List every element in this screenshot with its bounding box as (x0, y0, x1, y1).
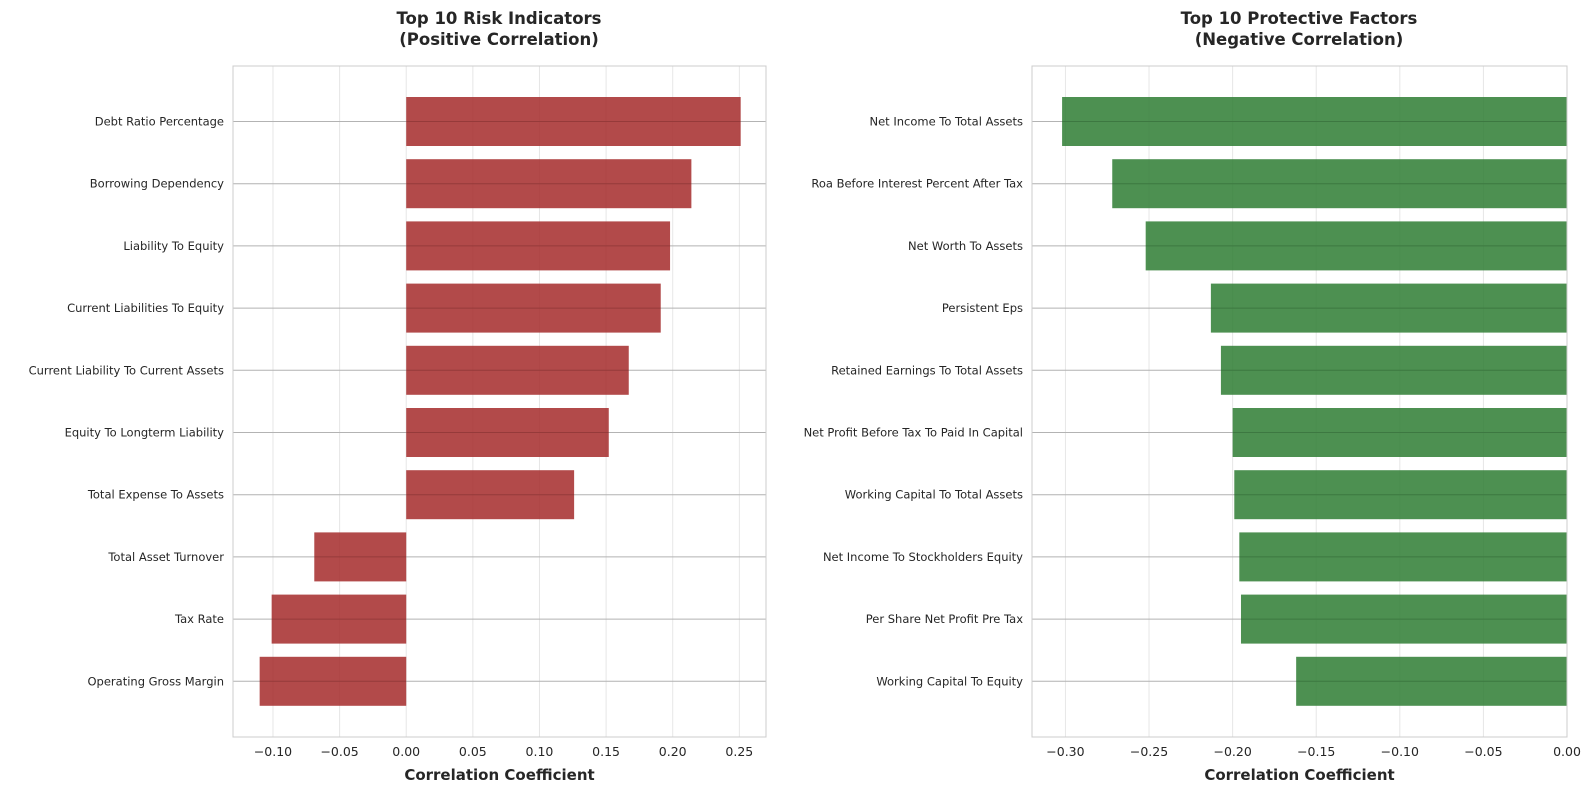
category-label: Current Liability To Current Assets (29, 363, 224, 377)
category-label: Total Expense To Assets (87, 488, 224, 502)
plot-frame (232, 65, 767, 738)
bar-retained-earnings-to-total-assets (1220, 345, 1567, 395)
chart-1: Debt Ratio Percentage Borrowing Dependenc… (29, 9, 767, 784)
x-tick-label: 0.25 (725, 744, 753, 759)
x-tick-label: 0.05 (459, 744, 487, 759)
bar-total-expense-to-assets (406, 470, 575, 520)
bar-working-capital-to-total-assets (1234, 470, 1567, 520)
category-label: Persistent Eps (942, 301, 1023, 315)
bar-debt-ratio-percentage (406, 97, 741, 146)
bar-persistent-eps (1210, 283, 1567, 333)
bar-current-liability-to-current-assets (406, 345, 629, 395)
x-tick-label: 0.00 (1553, 744, 1581, 759)
bar-net-worth-to-assets (1145, 221, 1567, 271)
bar-net-profit-before-tax-to-paid-in-capital (1232, 408, 1567, 457)
category-label: Net Worth To Assets (908, 239, 1023, 253)
category-label: Net Profit Before Tax To Paid In Capital (804, 426, 1023, 440)
x-tick-label: 0.20 (659, 744, 687, 759)
x-tick-label: −0.25 (1130, 744, 1168, 759)
x-tick-label: 0.10 (526, 744, 554, 759)
bar-equity-to-longterm-liability (406, 408, 609, 457)
chart-2: Net Income To Total Assets Roa Before Int… (804, 9, 1581, 784)
bar-working-capital-to-equity (1296, 656, 1567, 706)
category-label: Roa Before Interest Percent After Tax (811, 177, 1023, 191)
category-label: Equity To Longterm Liability (65, 426, 225, 440)
x-tick-label: −0.20 (1213, 744, 1251, 759)
x-axis-label: Correlation Coefficient (404, 766, 594, 784)
category-label: Debt Ratio Percentage (95, 115, 224, 129)
x-tick-label: −0.15 (1297, 744, 1335, 759)
x-tick-label: −0.30 (1046, 744, 1084, 759)
bar-total-asset-turnover (314, 532, 407, 582)
bar-roa-before-interest-percent-after-tax (1112, 159, 1567, 209)
category-label: Tax Rate (174, 612, 224, 626)
bar-operating-gross-margin (259, 656, 407, 706)
x-tick-label: −0.05 (320, 744, 358, 759)
category-label: Per Share Net Profit Pre Tax (866, 612, 1023, 626)
bar-liability-to-equity (406, 221, 671, 271)
bar-borrowing-dependency (406, 159, 692, 209)
category-label: Net Income To Stockholders Equity (823, 550, 1023, 564)
category-label: Net Income To Total Assets (869, 115, 1023, 129)
category-label: Borrowing Dependency (90, 177, 224, 191)
category-label: Total Asset Turnover (107, 550, 224, 564)
x-tick-label: −0.10 (1381, 744, 1419, 759)
category-label: Operating Gross Margin (88, 674, 225, 688)
bar-net-income-to-stockholders-equity (1239, 532, 1567, 582)
chart-title: Top 10 Protective Factors (Negative Corre… (1181, 9, 1418, 49)
plot-frame (1031, 65, 1568, 738)
x-tick-label: 0.00 (392, 744, 420, 759)
category-label: Liability To Equity (123, 239, 224, 253)
bar-net-income-to-total-assets (1062, 97, 1567, 146)
x-tick-label: −0.05 (1464, 744, 1502, 759)
x-axis-label: Correlation Coefficient (1204, 766, 1394, 784)
category-label: Current Liabilities To Equity (67, 301, 224, 315)
x-tick-label: 0.15 (592, 744, 620, 759)
category-label: Working Capital To Total Assets (845, 488, 1023, 502)
category-label: Working Capital To Equity (876, 674, 1023, 688)
x-tick-label: −0.10 (254, 744, 292, 759)
bar-current-liabilities-to-equity (406, 283, 661, 333)
bar-per-share-net-profit-pre-tax (1240, 594, 1567, 644)
category-label: Retained Earnings To Total Assets (831, 363, 1023, 377)
bar-tax-rate (271, 594, 407, 644)
chart-title: Top 10 Risk Indicators (Positive Correlat… (396, 9, 601, 49)
